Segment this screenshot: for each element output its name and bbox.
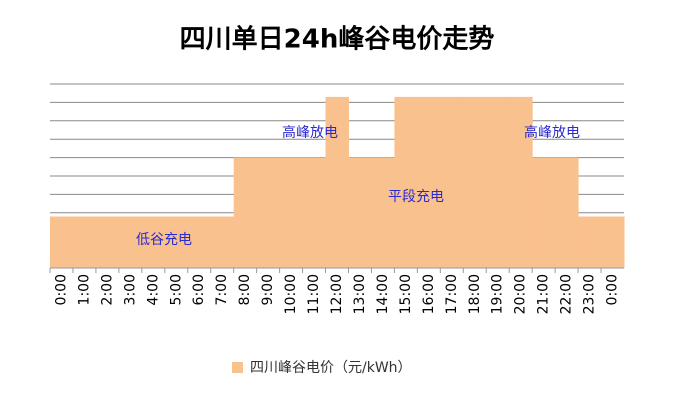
step-segment xyxy=(417,96,441,268)
annotation: 平段充电 xyxy=(388,189,444,205)
x-tick-label: 13:00 xyxy=(352,274,368,314)
x-tick-label: 9:00 xyxy=(260,274,276,305)
x-tick-label: 22:00 xyxy=(559,274,575,314)
x-tick-label: 18:00 xyxy=(467,274,483,314)
step-segment xyxy=(50,216,74,268)
chart-title: 四川单日24h峰谷电价走势 xyxy=(180,25,495,55)
x-tick-label: 23:00 xyxy=(582,274,598,314)
step-segment xyxy=(509,96,533,268)
step-segment xyxy=(325,96,349,268)
step-segment xyxy=(302,157,327,268)
annotation: 高峰放电 xyxy=(524,124,580,141)
x-tick-label: 12:00 xyxy=(329,274,345,314)
annotation: 高峰放电 xyxy=(282,124,338,141)
step-segment xyxy=(279,157,304,268)
x-tick-label: 5:00 xyxy=(168,274,184,305)
x-tick-label: 16:00 xyxy=(421,274,437,314)
x-tick-label: 8:00 xyxy=(237,274,253,305)
step-segment xyxy=(95,216,120,268)
x-tick-label: 17:00 xyxy=(444,274,460,314)
x-tick-label: 11:00 xyxy=(306,274,322,314)
step-segment xyxy=(233,157,258,268)
x-tick-label: 10:00 xyxy=(283,274,299,314)
x-tick-label: 15:00 xyxy=(398,274,414,314)
x-tick-label: 3:00 xyxy=(122,274,138,305)
x-tick-label: 19:00 xyxy=(490,274,506,314)
step-segment xyxy=(371,157,395,268)
x-tick-label: 4:00 xyxy=(145,274,161,305)
x-tick-label: 1:00 xyxy=(76,274,92,305)
step-segment xyxy=(187,216,212,268)
step-segment xyxy=(532,157,556,268)
step-segment xyxy=(394,96,418,268)
x-tick-label: 2:00 xyxy=(99,274,115,305)
step-segment xyxy=(486,96,510,268)
step-segment xyxy=(118,216,143,268)
legend-label: 四川峰谷电价（元/kWh） xyxy=(250,360,412,376)
x-tick-label: 6:00 xyxy=(191,274,207,305)
step-segment xyxy=(555,157,579,268)
step-segment xyxy=(578,216,602,268)
x-tick-label: 7:00 xyxy=(214,274,230,305)
x-tick-label: 14:00 xyxy=(375,274,391,314)
annotation: 低谷充电 xyxy=(136,232,192,248)
x-tick-label: 20:00 xyxy=(513,274,529,314)
step-segment xyxy=(141,216,166,268)
step-segment xyxy=(440,96,464,268)
step-segment xyxy=(72,216,97,268)
step-segment xyxy=(210,216,235,268)
step-segment xyxy=(348,157,372,268)
x-tick-label: 21:00 xyxy=(536,274,552,314)
step-segment xyxy=(601,216,625,268)
step-segment xyxy=(463,96,487,268)
x-tick-label: 0:00 xyxy=(53,274,69,305)
x-tick-label: 0:00 xyxy=(605,274,621,305)
step-segment xyxy=(256,157,281,268)
step-segment xyxy=(164,216,189,268)
legend-swatch xyxy=(232,362,243,373)
